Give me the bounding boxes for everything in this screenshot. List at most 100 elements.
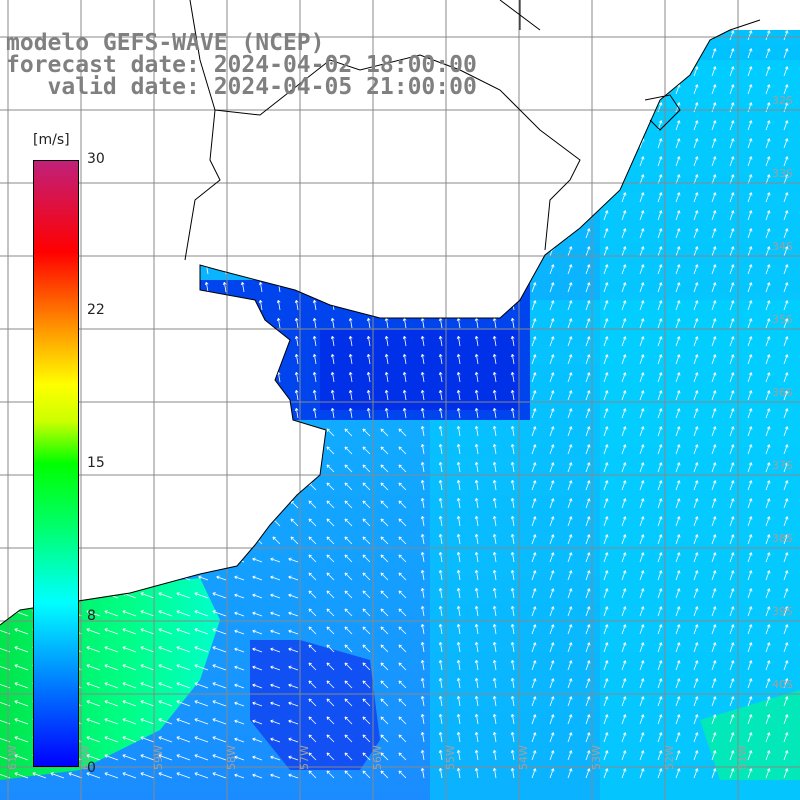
wind-arrow: [711, 498, 717, 509]
wind-arrow: [531, 300, 537, 311]
wind-arrow: [398, 608, 407, 617]
wind-arrow: [510, 749, 515, 761]
wind-arrow: [711, 570, 717, 581]
wind-arrow: [747, 372, 753, 383]
wind-arrow: [657, 246, 663, 257]
wind-arrow: [711, 372, 717, 383]
wind-arrow: [326, 446, 335, 455]
wind-arrow: [380, 500, 389, 509]
wind-arrow: [158, 700, 173, 707]
wind-arrow: [621, 588, 627, 599]
wind-arrow: [308, 500, 317, 509]
wind-arrow: [765, 462, 771, 473]
wind-arrow: [657, 462, 663, 473]
latitude-label: 39S: [772, 605, 793, 618]
wind-arrow: [783, 768, 789, 779]
wind-arrow: [729, 246, 735, 257]
wind-arrow: [693, 318, 699, 329]
wind-arrow: [380, 482, 389, 491]
wind-arrow: [621, 624, 627, 635]
longitude-label: 51W: [736, 745, 749, 770]
wind-arrow: [711, 138, 717, 149]
wind-arrow: [603, 588, 609, 599]
wind-arrow: [531, 732, 537, 743]
wind-arrow: [270, 629, 281, 635]
wind-arrow: [362, 500, 371, 509]
wind-arrow: [326, 608, 335, 617]
wind-arrow: [288, 647, 299, 653]
wind-arrow: [621, 426, 627, 437]
wind-arrow: [366, 317, 371, 329]
wind-arrow: [765, 768, 771, 779]
wind-arrow: [288, 575, 299, 581]
wind-arrow: [420, 407, 425, 419]
wind-arrow: [765, 534, 771, 545]
wind-arrow: [549, 462, 555, 473]
wind-arrow: [420, 551, 425, 563]
wind-arrow: [621, 336, 627, 347]
wind-arrow: [567, 768, 573, 779]
wind-arrow: [549, 390, 555, 401]
wind-arrow: [456, 569, 461, 581]
wind-arrow: [288, 593, 299, 599]
wind-arrow: [639, 156, 645, 167]
wind-arrow: [86, 610, 101, 617]
wind-arrow: [639, 606, 645, 617]
wind-arrow: [765, 264, 771, 275]
wind-arrow: [639, 264, 645, 275]
wind-arrow: [711, 228, 717, 239]
wind-arrow: [693, 732, 699, 743]
wind-arrow: [765, 732, 771, 743]
wind-arrow: [344, 644, 353, 653]
wind-arrow: [765, 138, 771, 149]
wind-arrow: [603, 624, 609, 635]
wind-arrow: [510, 497, 515, 509]
wind-arrow: [531, 498, 537, 509]
wind-arrow: [567, 678, 573, 689]
lagoon-border: [644, 94, 681, 131]
wind-arrow: [639, 192, 645, 203]
wind-arrow: [693, 210, 699, 221]
wind-arrow: [344, 698, 353, 707]
wind-arrow: [639, 300, 645, 311]
wind-arrow: [420, 731, 425, 743]
wind-arrow: [492, 335, 497, 347]
wind-arrow: [747, 480, 753, 491]
wind-arrow: [194, 628, 209, 635]
wind-arrow: [510, 371, 515, 383]
colorbar-unit: [m/s]: [33, 132, 70, 148]
wind-arrow: [252, 665, 263, 671]
wind-arrow: [567, 534, 573, 545]
wind-arrow: [326, 644, 335, 653]
wind-arrow: [270, 755, 281, 761]
wind-arrow: [276, 317, 281, 329]
wind-arrow: [585, 768, 591, 779]
wind-arrow: [729, 390, 735, 401]
wind-arrow: [783, 750, 789, 761]
wind-arrow: [621, 318, 627, 329]
wind-arrow: [288, 683, 299, 689]
wind-arrow: [438, 317, 443, 329]
wind-arrow: [420, 641, 425, 653]
wind-arrow: [140, 628, 155, 635]
wind-arrow: [675, 336, 681, 347]
wind-arrow: [711, 354, 717, 365]
wind-arrow: [308, 608, 317, 617]
wind-arrow: [783, 300, 789, 311]
wind-arrow: [657, 498, 663, 509]
wind-arrow: [288, 611, 299, 617]
wind-arrow: [176, 592, 191, 599]
wind-arrow: [603, 642, 609, 653]
wind-arrow: [729, 588, 735, 599]
wind-arrow: [765, 390, 771, 401]
wind-arrow: [234, 647, 245, 653]
wind-arrow: [549, 660, 555, 671]
wind-arrow: [86, 772, 101, 779]
wind-arrow: [456, 317, 461, 329]
wind-arrow: [621, 750, 627, 761]
wind-arrow: [693, 606, 699, 617]
wind-arrow: [240, 281, 245, 293]
wind-arrow: [693, 408, 699, 419]
wind-arrow: [765, 48, 771, 59]
wind-arrow: [234, 773, 245, 779]
